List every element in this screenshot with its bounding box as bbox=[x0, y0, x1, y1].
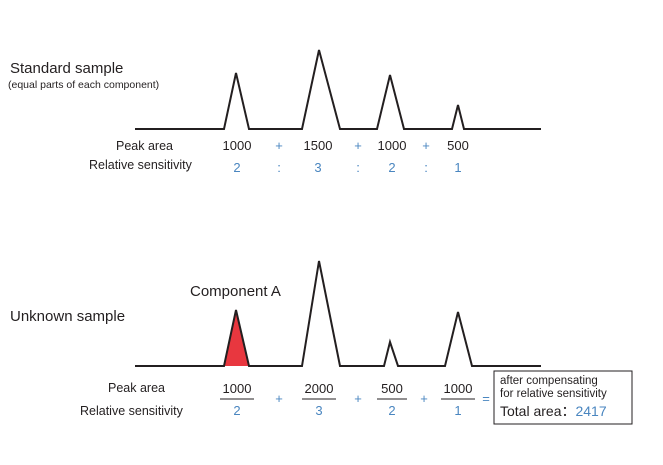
standard-area-peak-2: 1500 bbox=[304, 138, 333, 153]
standard-colon-1: : bbox=[277, 160, 281, 175]
unknown-area-peak-3: 500 bbox=[381, 381, 403, 396]
standard-plus-1: + bbox=[275, 138, 283, 153]
standard-sensitivity-peak-4: 1 bbox=[454, 160, 461, 175]
unknown-plus-2: + bbox=[354, 391, 362, 406]
standard-sensitivity-peak-3: 2 bbox=[388, 160, 395, 175]
standard-peak-area-label: Peak area bbox=[116, 139, 173, 153]
total-area-value: 2417 bbox=[575, 403, 606, 419]
unknown-area-peak-4: 1000 bbox=[444, 381, 473, 396]
unknown-plus-1: + bbox=[275, 391, 283, 406]
standard-sample-subtitle: (equal parts of each component) bbox=[8, 79, 159, 91]
unknown-sensitivity-peak-4: 1 bbox=[454, 403, 461, 418]
standard-colon-3: : bbox=[424, 160, 428, 175]
unknown-area-peak-2: 2000 bbox=[305, 381, 334, 396]
result-note-line-1: after compensating bbox=[500, 375, 598, 387]
standard-chromatogram-trace bbox=[135, 49, 541, 130]
standard-area-peak-1: 1000 bbox=[223, 138, 252, 153]
component-a-label: Component A bbox=[190, 283, 281, 300]
unknown-peak-area-label: Peak area bbox=[108, 381, 165, 395]
standard-sample-title: Standard sample bbox=[10, 60, 123, 77]
unknown-relative-sensitivity-label: Relative sensitivity bbox=[80, 404, 184, 418]
unknown-plus-3: + bbox=[420, 391, 428, 406]
standard-colon-2: : bbox=[356, 160, 360, 175]
total-area-result-box bbox=[493, 370, 633, 425]
standard-sensitivity-peak-1: 2 bbox=[233, 160, 240, 175]
standard-area-peak-4: 500 bbox=[447, 138, 469, 153]
total-area-text: Total area：2417 bbox=[500, 403, 607, 419]
result-note-line-2: for relative sensitivity bbox=[500, 388, 607, 400]
unknown-sensitivity-peak-1: 2 bbox=[233, 403, 240, 418]
standard-plus-2: + bbox=[354, 138, 362, 153]
total-area-label: Total area： bbox=[500, 403, 575, 419]
standard-relative-sensitivity-label: Relative sensitivity bbox=[89, 158, 193, 172]
unknown-sensitivity-peak-3: 2 bbox=[388, 403, 395, 418]
unknown-sample-title: Unknown sample bbox=[10, 308, 125, 325]
unknown-sensitivity-peak-2: 3 bbox=[315, 403, 322, 418]
standard-sensitivity-peak-2: 3 bbox=[314, 160, 321, 175]
standard-plus-3: + bbox=[422, 138, 430, 153]
component-a-peak-fill bbox=[224, 310, 249, 366]
unknown-area-peak-1: 1000 bbox=[223, 381, 252, 396]
standard-area-peak-3: 1000 bbox=[378, 138, 407, 153]
unknown-chromatogram-trace bbox=[135, 260, 541, 367]
unknown-equals: = bbox=[482, 391, 490, 406]
